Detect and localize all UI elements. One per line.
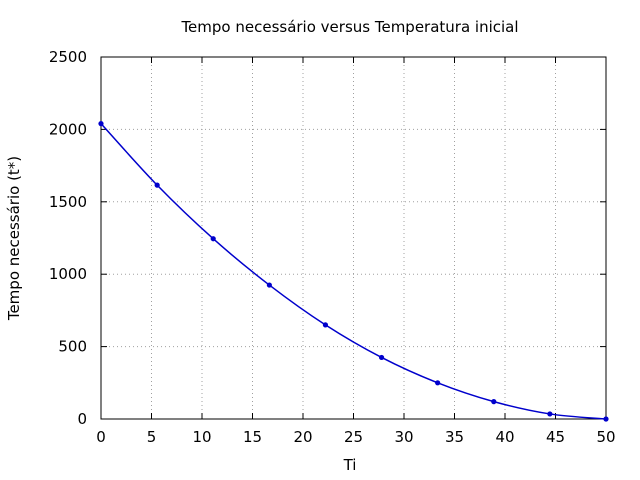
y-tick-label: 1500 [49,193,87,211]
y-tick-label: 2500 [49,48,87,66]
x-tick-label: 50 [596,428,615,446]
x-tick-label: 10 [192,428,211,446]
x-tick-label: 35 [445,428,464,446]
data-point [435,380,441,386]
data-point [378,354,385,361]
y-tick-label: 500 [58,338,87,356]
x-axis-label: Ti [343,456,357,474]
data-point [154,182,160,188]
y-tick-label: 2000 [49,120,87,138]
x-tick-label: 45 [546,428,565,446]
x-tick-label: 0 [96,428,106,446]
data-point [491,399,497,405]
data-point [266,282,272,288]
data-point [603,416,609,422]
data-point [210,236,216,242]
x-tick-label: 30 [394,428,413,446]
data-series [98,121,609,422]
x-tick-label: 15 [243,428,262,446]
data-point [547,411,553,417]
y-tick-label: 1000 [49,265,87,283]
x-tick-label: 25 [344,428,363,446]
x-tick-label: 20 [293,428,312,446]
data-point [98,121,104,127]
x-tick-label: 5 [147,428,157,446]
x-tick-label: 40 [495,428,514,446]
chart-title: Tempo necessário versus Temperatura inic… [180,18,518,36]
data-point [322,322,329,328]
grid-lines [101,57,606,419]
axis-ticks [100,56,607,420]
y-axis-label: Tempo necessário (t*) [5,156,23,321]
y-tick-label: 0 [77,410,87,428]
series-line [100,123,607,420]
